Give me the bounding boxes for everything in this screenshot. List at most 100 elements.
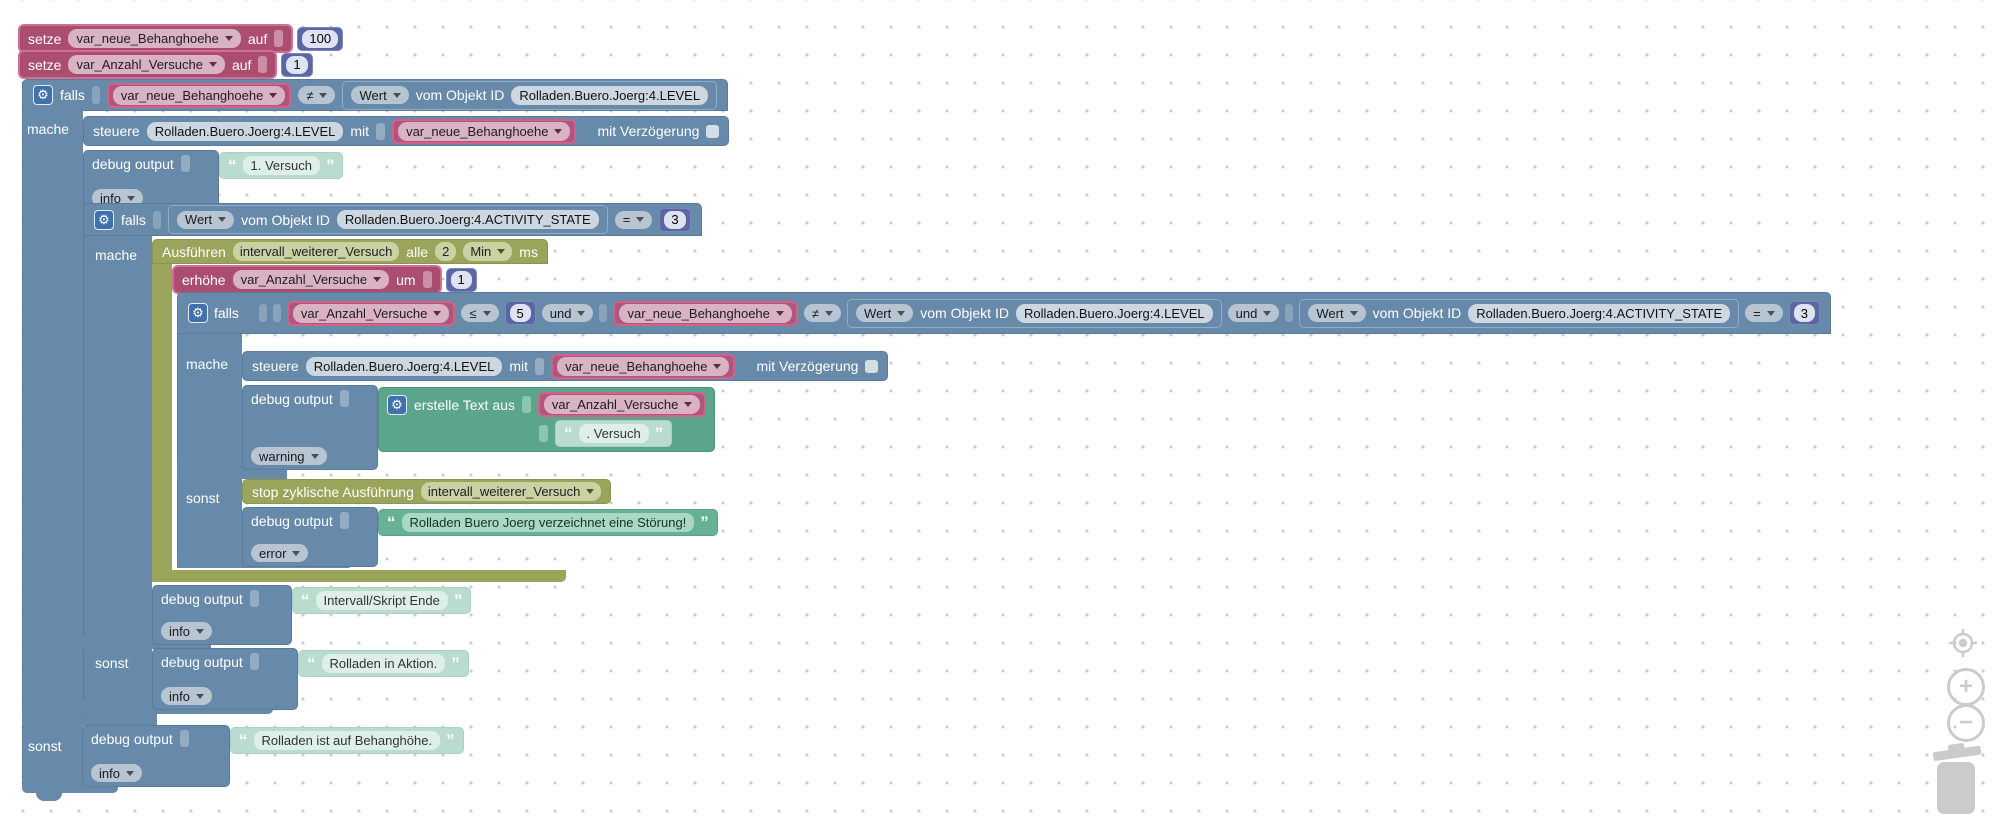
comparator-dropdown[interactable]: = [1745, 304, 1783, 322]
number-block-100[interactable]: 100 [297, 26, 344, 51]
interval-block-header[interactable]: Ausführen intervall_weiterer_Versuch all… [152, 239, 548, 264]
log-level-dropdown[interactable]: warning [251, 447, 327, 465]
text-field[interactable]: Rolladen in Aktion. [321, 654, 446, 673]
number-block-1[interactable]: 1 [281, 52, 313, 77]
control-state-block-2[interactable]: steuere Rolladen.Buero.Joerg:4.LEVEL mit… [242, 351, 889, 381]
get-value-block[interactable]: Wert vom Objekt ID Rolladen.Buero.Joerg:… [167, 205, 608, 234]
number-block-1[interactable]: 1 [445, 267, 477, 292]
dropdown-arrow-icon [1349, 310, 1358, 316]
text-field[interactable]: Rolladen Buero Joerg verzeichnet eine St… [401, 513, 695, 532]
get-value-block[interactable]: Wert vom Objekt ID Rolladen.Buero.Joerg:… [342, 80, 718, 110]
variable-dropdown[interactable]: var_Anzahl_Versuche [232, 270, 390, 289]
text-shadow-block[interactable]: “ Rolladen ist auf Behanghöhe. ” [230, 727, 464, 754]
stop-interval-block[interactable]: stop zyklische Ausführung intervall_weit… [242, 479, 612, 504]
comparator-dropdown[interactable]: = [614, 210, 653, 229]
delay-checkbox[interactable] [706, 124, 720, 138]
interval-unit-dropdown[interactable]: Min [463, 242, 513, 261]
wert-dropdown[interactable]: Wert [856, 304, 914, 322]
variable-dropdown[interactable]: var_neue_Behanghoehe [68, 29, 241, 48]
gear-icon[interactable]: ⚙ [387, 394, 407, 415]
variable-value-block[interactable]: var_neue_Behanghoehe [392, 118, 577, 144]
gear-icon[interactable]: ⚙ [33, 85, 53, 105]
quote-open-icon: “ [301, 590, 310, 610]
variable-value-block[interactable]: var_neue_Behanghoehe [551, 353, 736, 379]
create-text-block[interactable]: ⚙ erstelle Text aus var_Anzahl_Versuche … [378, 387, 716, 452]
interval-value-field[interactable]: 2 [435, 242, 457, 261]
if-block-2-header[interactable]: ⚙ falls Wert vom Objekt ID Rolladen.Buer… [83, 203, 702, 236]
text-shadow-block[interactable]: “ Rolladen in Aktion. ” [298, 650, 469, 677]
debug-block-3[interactable]: debug output error “ Rolladen Buero Joer… [242, 507, 718, 567]
text-field[interactable]: Rolladen ist auf Behanghöhe. [253, 731, 441, 750]
quote-open-icon: “ [564, 423, 573, 443]
set-variable-block-anzahl[interactable]: setze var_Anzahl_Versuche auf [18, 50, 278, 79]
variable-value-block[interactable]: var_neue_Behanghoehe [613, 300, 798, 326]
get-value-block[interactable]: Wert vom Objekt ID Rolladen.Buero.Joerg:… [847, 298, 1222, 328]
logic-operator-dropdown[interactable]: und [1227, 304, 1280, 322]
comparator-dropdown[interactable]: ≠ [803, 304, 842, 322]
get-value-block[interactable]: Wert vom Objekt ID Rolladen.Buero.Joerg:… [1299, 298, 1740, 328]
text-field[interactable]: . Versuch [578, 424, 649, 443]
text-shadow-block[interactable]: “ . Versuch ” [555, 420, 673, 447]
variable-dropdown[interactable]: var_Anzahl_Versuche [68, 55, 225, 74]
gear-icon[interactable]: ⚙ [94, 209, 114, 230]
if-block-2-body[interactable] [83, 236, 152, 714]
dropdown-arrow-icon [1766, 310, 1775, 316]
log-level-dropdown[interactable]: info [91, 764, 142, 782]
if-block-outer-body[interactable] [22, 110, 83, 793]
set-variable-row-2: setze var_Anzahl_Versuche auf 1 [18, 50, 313, 79]
text-shadow-block[interactable]: “ Intervall/Skript Ende ” [292, 587, 472, 614]
text-block[interactable]: “ Rolladen Buero Joerg verzeichnet eine … [378, 509, 718, 536]
comparator-dropdown[interactable]: ≠ [298, 86, 336, 104]
trash-button[interactable] [1928, 743, 1984, 817]
object-id-field[interactable]: Rolladen.Buero.Joerg:4.LEVEL [146, 121, 344, 141]
debug-block-5[interactable]: debug output info “ Rolladen in Aktion. … [152, 648, 469, 710]
interval-name-dropdown[interactable]: intervall_weiterer_Versuch [420, 482, 602, 501]
object-id-field[interactable]: Rolladen.Buero.Joerg:4.LEVEL [305, 356, 503, 376]
value-socket [535, 357, 545, 375]
zoom-reset-button[interactable] [1948, 628, 1978, 658]
increment-variable-block[interactable]: erhöhe var_Anzahl_Versuche um [172, 265, 442, 294]
delay-checkbox[interactable] [865, 359, 879, 373]
logic-operator-dropdown[interactable]: und [541, 304, 594, 322]
interval-name-field[interactable]: intervall_weiterer_Versuch [232, 242, 400, 261]
debug-block-6[interactable]: debug output info “ Rolladen ist auf Beh… [82, 725, 464, 787]
comparator-dropdown[interactable]: ≤ [461, 304, 499, 322]
number-block-3[interactable]: 3 [659, 207, 691, 232]
wert-dropdown[interactable]: Wert [351, 86, 409, 104]
variable-value-block[interactable]: var_Anzahl_Versuche [286, 300, 456, 326]
text-field[interactable]: Intervall/Skript Ende [315, 591, 448, 610]
set-variable-block-behanghoehe[interactable]: setze var_neue_Behanghoehe auf [18, 24, 294, 53]
zoom-in-button[interactable]: + [1947, 668, 1985, 706]
debug-block-2[interactable]: debug output warning ⚙ erstelle Text aus… [242, 385, 716, 470]
variable-value-block[interactable]: var_neue_Behanghoehe [106, 82, 292, 108]
text-shadow-block[interactable]: “ 1. Versuch ” [219, 152, 344, 179]
number-block-5[interactable]: 5 [504, 301, 536, 325]
object-id-field[interactable]: Rolladen.Buero.Joerg:4.ACTIVITY_STATE [1468, 303, 1731, 323]
log-level-dropdown[interactable]: info [161, 622, 212, 640]
gear-icon[interactable]: ⚙ [188, 303, 208, 323]
if-block-3-body[interactable] [177, 334, 242, 568]
object-id-field[interactable]: Rolladen.Buero.Joerg:4.ACTIVITY_STATE [336, 210, 599, 229]
debug-block-4[interactable]: debug output info “ Intervall/Skript End… [152, 585, 472, 645]
log-level-dropdown[interactable]: info [161, 687, 212, 705]
variable-value-block[interactable]: var_Anzahl_Versuche [537, 392, 707, 417]
zoom-out-button[interactable]: − [1947, 704, 1985, 742]
value-socket [249, 653, 259, 670]
dropdown-arrow-icon [497, 249, 506, 254]
object-id-field[interactable]: Rolladen.Buero.Joerg:4.LEVEL [1015, 303, 1213, 323]
dropdown-arrow-icon [310, 453, 319, 459]
wert-dropdown[interactable]: Wert [176, 210, 235, 229]
if-block-outer-header[interactable]: ⚙ falls var_neue_Behanghoehe ≠ Wert vom … [22, 79, 729, 111]
log-level-dropdown[interactable]: info [92, 189, 143, 207]
dropdown-arrow-icon [775, 310, 784, 316]
interval-block-body[interactable] [152, 264, 172, 582]
number-block-3[interactable]: 3 [1788, 301, 1820, 325]
if-block-3-header[interactable]: ⚙ falls var_Anzahl_Versuche ≤ 5 und var_… [177, 292, 1831, 334]
log-level-dropdown[interactable]: error [251, 544, 309, 562]
debug-block-1[interactable]: debug output info “ 1. Versuch ” [83, 150, 344, 212]
object-id-field[interactable]: Rolladen.Buero.Joerg:4.LEVEL [511, 85, 709, 105]
text-field[interactable]: 1. Versuch [242, 156, 320, 175]
control-state-block-1[interactable]: steuere Rolladen.Buero.Joerg:4.LEVEL mit… [83, 116, 730, 146]
quote-close-icon: ” [700, 512, 709, 532]
wert-dropdown[interactable]: Wert [1308, 304, 1366, 322]
